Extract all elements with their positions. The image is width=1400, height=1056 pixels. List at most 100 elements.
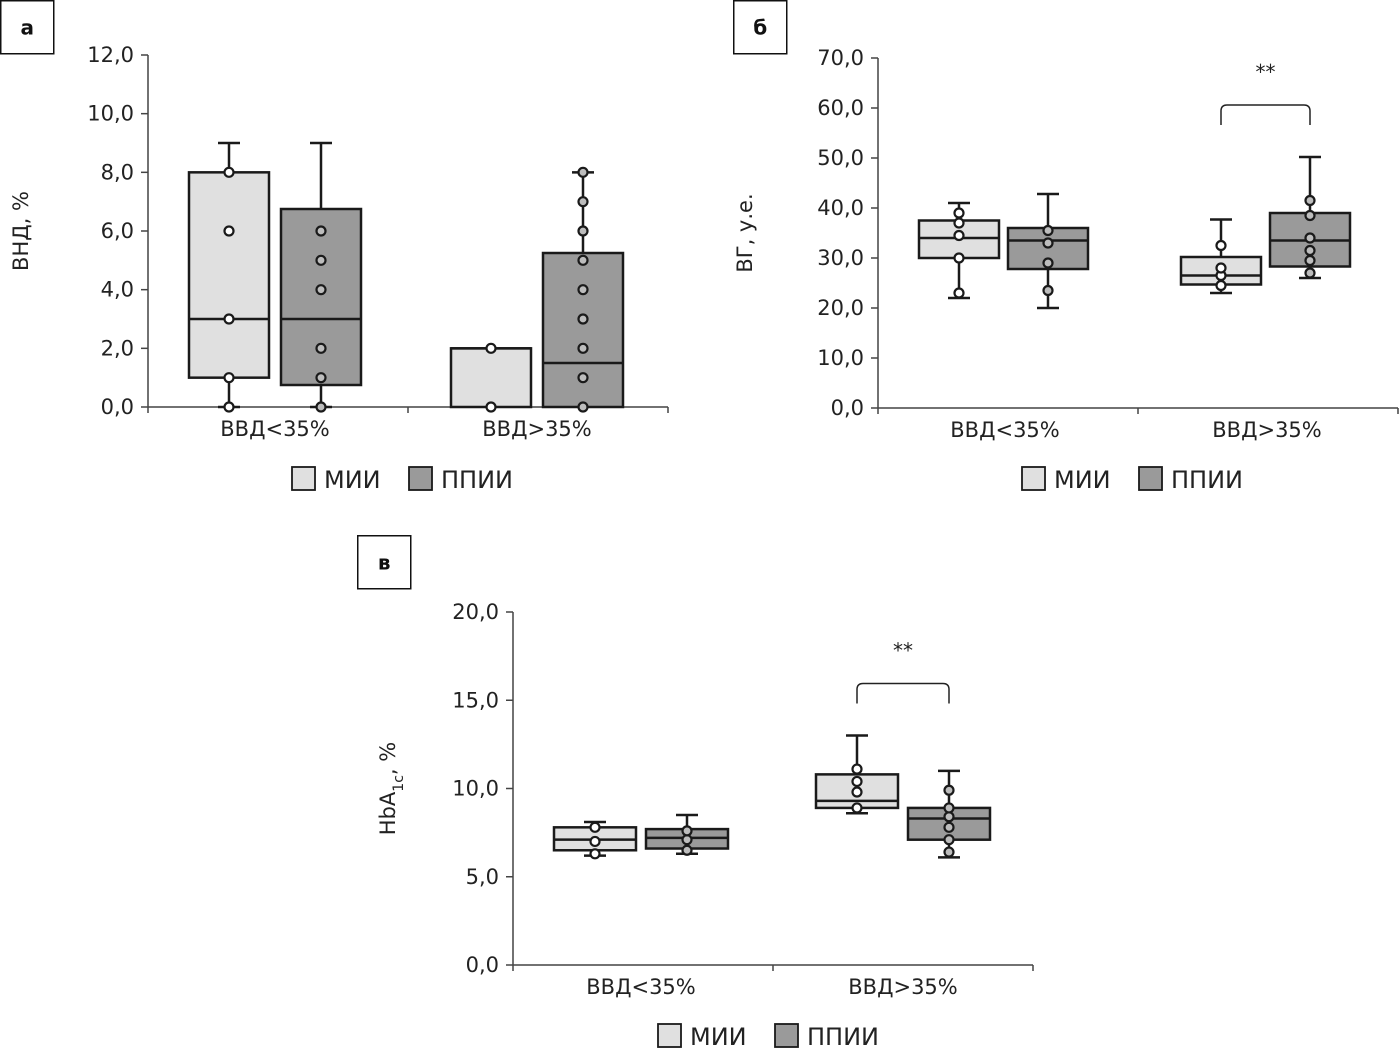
- legend-swatch-ppii: [1138, 466, 1163, 491]
- box-ppii: [1006, 192, 1090, 310]
- box-ppii: [1268, 155, 1352, 280]
- data-point: [1304, 267, 1316, 279]
- data-point: [943, 834, 955, 846]
- box-body: [541, 251, 625, 409]
- data-point: [1215, 239, 1227, 252]
- y-tick-label: 5,0: [466, 865, 499, 889]
- data-point: [577, 342, 589, 354]
- panel-label-box: [357, 535, 412, 590]
- data-point: [485, 401, 497, 413]
- y-axis-label: ВГ, у.е.: [733, 193, 757, 272]
- data-point: [943, 846, 955, 858]
- data-point: [1304, 244, 1316, 257]
- y-tick-label: 0,0: [101, 395, 134, 419]
- box-body: [187, 171, 271, 379]
- significance-bracket: [856, 682, 950, 704]
- data-point: [315, 225, 327, 237]
- x-category-label: ВВД<35%: [220, 417, 330, 441]
- data-point: [223, 225, 235, 237]
- panel-label: б: [753, 16, 767, 40]
- x-category-label: ВВД>35%: [1212, 418, 1322, 442]
- data-point: [1215, 279, 1227, 292]
- y-tick-label: 8,0: [101, 160, 134, 184]
- data-point: [577, 284, 589, 296]
- y-tick-label: 20,0: [452, 600, 499, 624]
- data-point: [315, 401, 327, 413]
- y-tick-label: 10,0: [87, 102, 134, 126]
- y-tick-label: 30,0: [817, 246, 864, 270]
- data-point: [1042, 237, 1054, 249]
- data-point: [315, 254, 327, 266]
- y-tick-label: 60,0: [817, 96, 864, 120]
- legend-swatch-ppii: [408, 466, 433, 491]
- data-point: [223, 313, 235, 325]
- panel-2: б 0,0 10,0 20,0 30,0 40,0 50,0 60,0 70,0 ВГ, у.е.…: [733, 0, 1399, 494]
- data-point: [577, 401, 589, 413]
- y-tick-label: 15,0: [452, 688, 499, 712]
- significance-bracket: [1220, 104, 1311, 125]
- y-tick-label: 12,0: [87, 43, 134, 67]
- data-point: [577, 313, 589, 325]
- y-tick-label: 10,0: [817, 346, 864, 370]
- legend-swatch-mii: [657, 1023, 682, 1048]
- y-tick-label: 6,0: [101, 219, 134, 243]
- data-point: [577, 372, 589, 384]
- data-point: [577, 166, 589, 178]
- y-tick-label: 2,0: [101, 336, 134, 360]
- data-point: [223, 372, 235, 384]
- data-point: [589, 835, 601, 848]
- panel-label-box: [0, 0, 55, 55]
- data-point: [223, 401, 235, 413]
- x-category-label: ВВД<35%: [586, 975, 696, 999]
- box-body: [449, 347, 533, 409]
- legend-swatch-mii: [291, 466, 316, 491]
- data-point: [953, 252, 965, 264]
- y-tick-label: 20,0: [817, 296, 864, 320]
- y-axis-label: ВНД, %: [9, 191, 33, 271]
- box-ppii: [541, 166, 625, 413]
- data-point: [851, 786, 863, 798]
- legend-label: ППИИ: [807, 1023, 879, 1051]
- box-mii: [1179, 218, 1263, 295]
- box-ppii: [279, 141, 363, 413]
- data-point: [577, 225, 589, 237]
- data-point: [943, 802, 955, 814]
- data-point: [681, 825, 693, 837]
- legend-swatch-ppii: [774, 1023, 799, 1048]
- data-point: [1304, 194, 1316, 207]
- y-axis-label: HbA1c, %: [376, 742, 407, 835]
- significance-marker: **: [1256, 60, 1276, 84]
- legend-label: ППИИ: [1171, 466, 1243, 494]
- box-mii: [814, 734, 900, 815]
- y-tick-label: 10,0: [452, 777, 499, 801]
- data-point: [315, 372, 327, 384]
- legend-label: МИИ: [1054, 466, 1111, 494]
- data-point: [1304, 209, 1316, 222]
- x-category-label: ВВД>35%: [482, 417, 592, 441]
- y-tick-label: 40,0: [817, 196, 864, 220]
- legend-swatch-mii: [1021, 466, 1046, 491]
- data-point: [315, 284, 327, 296]
- legend-label: ППИИ: [441, 466, 513, 494]
- box-body: [279, 207, 363, 387]
- box-mii: [552, 820, 638, 860]
- panel-label: а: [21, 16, 35, 40]
- data-point: [681, 844, 693, 856]
- data-point: [953, 217, 965, 229]
- data-point: [577, 254, 589, 266]
- data-point: [315, 342, 327, 354]
- data-point: [577, 196, 589, 208]
- data-point: [1304, 254, 1316, 267]
- data-point: [223, 166, 235, 178]
- data-point: [943, 784, 955, 796]
- panel-label: в: [378, 551, 391, 575]
- data-point: [1215, 262, 1227, 274]
- data-point: [953, 287, 965, 299]
- legend-label: МИИ: [324, 466, 381, 494]
- data-point: [851, 763, 863, 775]
- box-mii: [917, 201, 1001, 300]
- data-point: [943, 811, 955, 823]
- x-category-label: ВВД<35%: [950, 418, 1060, 442]
- y-tick-label: 50,0: [817, 146, 864, 170]
- legend: МИИ ППИИ: [291, 466, 513, 494]
